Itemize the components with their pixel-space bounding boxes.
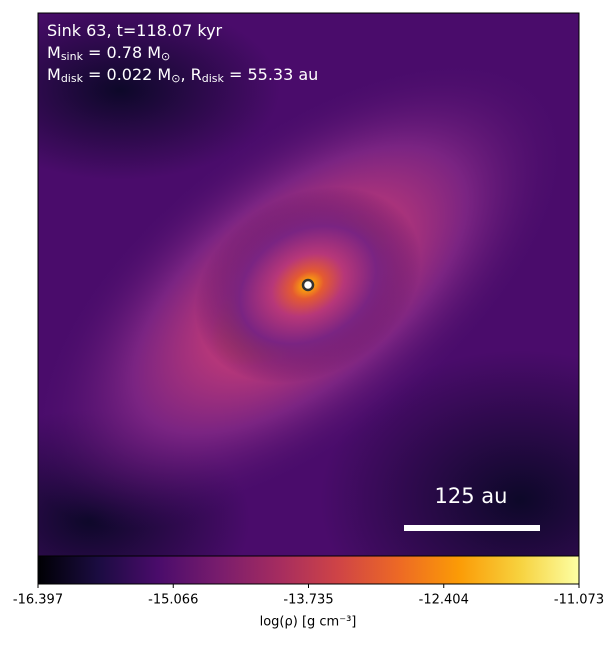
annotation: Msink = 0.78 M⊙ bbox=[47, 43, 170, 64]
colorbar bbox=[37, 555, 580, 585]
scale-bar-label: 125 au bbox=[435, 484, 508, 508]
annotation-part: M bbox=[47, 43, 61, 62]
annotation-part: Sink 63, t=118.07 kyr bbox=[47, 21, 223, 40]
annotation-part: M bbox=[47, 65, 61, 84]
annotation-part: sink bbox=[61, 50, 84, 63]
annotation-part: = 0.78 M bbox=[83, 43, 161, 62]
annotation-part: = 55.33 au bbox=[224, 65, 318, 84]
annotation-part: , R bbox=[180, 65, 201, 84]
colorbar-tick-label: -16.397 bbox=[13, 593, 63, 608]
annotation-part: = 0.022 M bbox=[83, 65, 171, 84]
annotation-part: disk bbox=[61, 72, 84, 85]
colorbar-label: log(ρ) [g cm⁻³] bbox=[260, 615, 357, 630]
colorbar-tick-label: -13.735 bbox=[283, 593, 333, 608]
annotation-part: ⊙ bbox=[171, 72, 180, 85]
annotation-part: ⊙ bbox=[161, 50, 170, 63]
annotation: Mdisk = 0.022 M⊙, Rdisk = 55.33 au bbox=[47, 65, 318, 86]
colorbar-tick-label: -12.404 bbox=[419, 593, 469, 608]
annotation-part: disk bbox=[202, 72, 225, 85]
annotation: Sink 63, t=118.07 kyr bbox=[47, 21, 223, 40]
colorbar-tick-label: -11.073 bbox=[554, 593, 604, 608]
colorbar-tick-label: -15.066 bbox=[148, 593, 198, 608]
scale-bar bbox=[404, 525, 540, 531]
